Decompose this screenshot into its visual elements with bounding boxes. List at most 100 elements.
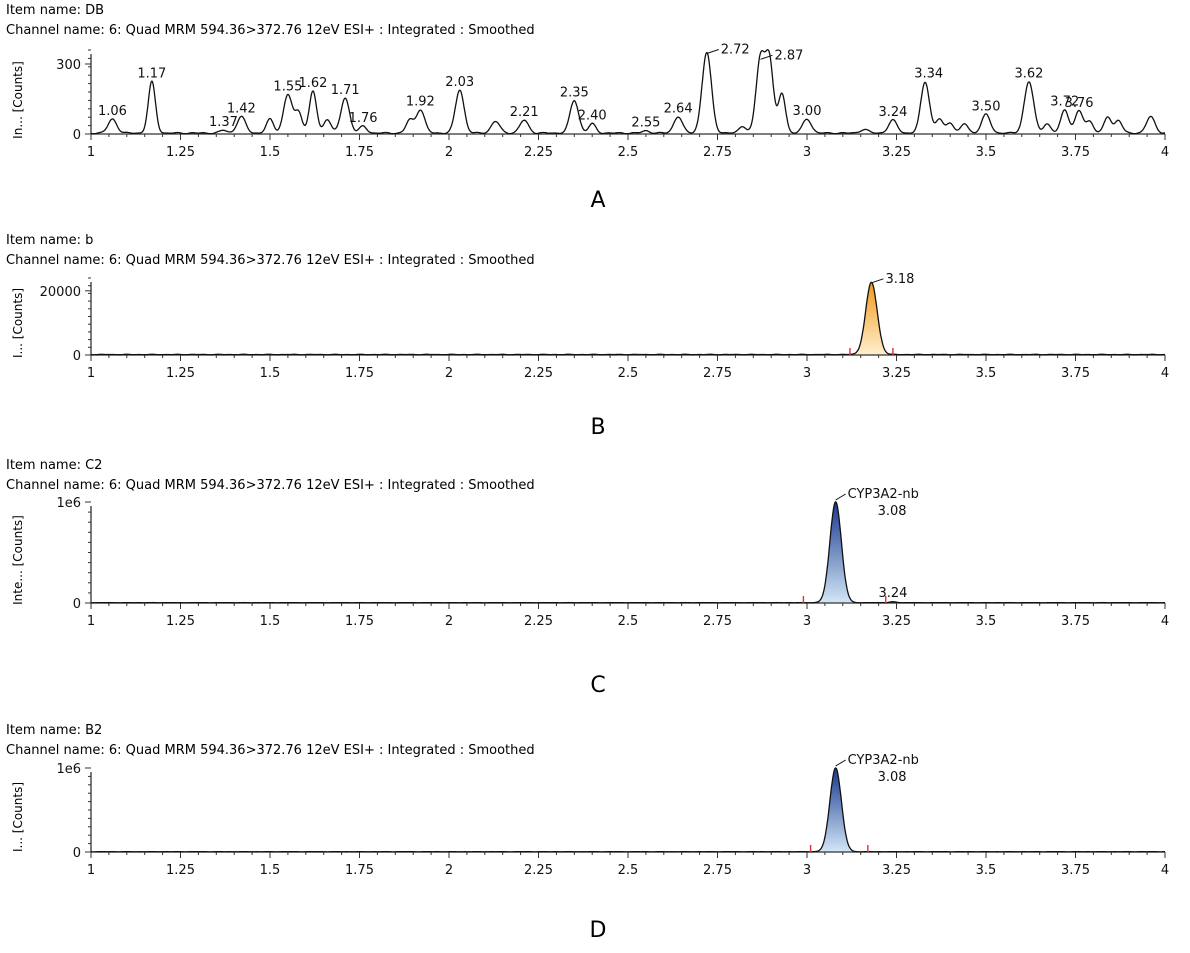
peak-label: 3.00 xyxy=(793,104,822,119)
x-tick-label: 3.5 xyxy=(976,366,997,381)
peak-label: 2.55 xyxy=(631,116,660,131)
x-tick-label: 4 xyxy=(1161,614,1169,629)
peak-label-leader xyxy=(871,278,884,284)
peak-rt-label: 3.08 xyxy=(878,770,907,785)
x-tick-label: 2.25 xyxy=(524,145,553,160)
x-tick-label: 3.25 xyxy=(882,145,911,160)
peak-area-fill xyxy=(803,501,886,603)
peak-label: 1.17 xyxy=(137,67,166,82)
item-name: Item name: b xyxy=(6,233,93,248)
peak-label: 3.76 xyxy=(1065,96,1094,111)
peak-label: 1.62 xyxy=(298,76,327,91)
y-tick-label: 0 xyxy=(73,846,81,861)
peak-label: 2.03 xyxy=(445,75,474,90)
x-tick-label: 1.25 xyxy=(166,366,195,381)
peak-label-leader xyxy=(835,759,846,767)
y-axis-label: In... [Counts] xyxy=(11,61,25,139)
x-tick-label: 1.75 xyxy=(345,863,374,878)
y-tick-label: 1e6 xyxy=(56,496,81,511)
x-tick-label: 1 xyxy=(87,863,95,878)
x-tick-label: 3 xyxy=(803,614,811,629)
x-tick-label: 3.5 xyxy=(976,614,997,629)
x-tick-label: 2 xyxy=(445,145,453,160)
peak-label: 1.55 xyxy=(273,80,302,95)
x-tick-label: 4 xyxy=(1161,145,1169,160)
peak-label-leader xyxy=(835,493,846,501)
x-tick-label: 2.25 xyxy=(524,863,553,878)
channel-name: Channel name: 6: Quad MRM 594.36>372.76 … xyxy=(6,478,535,493)
panel-letter: C xyxy=(590,673,605,698)
peak-label: 1.71 xyxy=(331,83,360,98)
x-tick-label: 3.25 xyxy=(882,863,911,878)
panel-b: Item name: b Channel name: 6: Quad MRM 5… xyxy=(6,233,1169,440)
x-tick-label: 3.5 xyxy=(976,145,997,160)
peak-label: 3.24 xyxy=(878,105,907,120)
x-tick-label: 1 xyxy=(87,145,95,160)
x-tick-label: 2.75 xyxy=(703,863,732,878)
peak-label: 2.40 xyxy=(578,109,607,124)
panel-letter: D xyxy=(590,918,607,943)
peak-label-leader xyxy=(706,49,719,54)
y-tick-label: 20000 xyxy=(40,285,81,300)
channel-name: Channel name: 6: Quad MRM 594.36>372.76 … xyxy=(6,253,535,268)
channel-name: Channel name: 6: Quad MRM 594.36>372.76 … xyxy=(6,743,535,758)
plot-area: 1 1.25 1.5 1.75 2 2.25 2.5 2.75 3 3.25 3.5 3.75 4 0 1e… xyxy=(56,753,1169,878)
peak-label: 2.35 xyxy=(560,85,589,100)
x-tick-label: 1.75 xyxy=(345,366,374,381)
peak-label: 1.92 xyxy=(406,95,435,110)
peak-name-label: CYP3A2-nb xyxy=(848,753,919,768)
x-tick-label: 1.75 xyxy=(345,145,374,160)
peak-label-leader xyxy=(760,54,773,60)
panel-letter: B xyxy=(590,415,605,440)
x-tick-label: 2.75 xyxy=(703,614,732,629)
x-tick-label: 2.75 xyxy=(703,366,732,381)
x-tick-label: 1.5 xyxy=(260,614,281,629)
plot-area: 1 1.25 1.5 1.75 2 2.25 2.5 2.75 3 3.25 3.5 3.75 4 0 20… xyxy=(40,272,1170,381)
x-tick-label: 1.25 xyxy=(166,145,195,160)
plot-area: 1 1.25 1.5 1.75 2 2.25 2.5 2.75 3 3.25 3.5 3.75 4 0 1e… xyxy=(56,487,1169,629)
x-tick-label: 3 xyxy=(803,366,811,381)
y-axis-label: I... [Counts] xyxy=(11,782,25,852)
peak-label: 3.18 xyxy=(885,272,914,287)
x-tick-label: 2.25 xyxy=(524,366,553,381)
peak-label: 3.50 xyxy=(972,99,1001,114)
panel-d: Item name: B2 Channel name: 6: Quad MRM … xyxy=(6,723,1169,943)
x-tick-label: 3 xyxy=(803,863,811,878)
peak-label: 2.21 xyxy=(510,105,539,120)
x-tick-label: 3.25 xyxy=(882,366,911,381)
x-tick-label: 3.75 xyxy=(1061,145,1090,160)
item-name: Item name: DB xyxy=(6,3,104,18)
x-tick-label: 1.5 xyxy=(260,145,281,160)
y-tick-label: 300 xyxy=(56,58,81,73)
y-axis-label: Inte... [Counts] xyxy=(11,515,25,605)
peak-area-fill xyxy=(810,767,868,852)
peak-label: 1.06 xyxy=(98,104,127,119)
peak-label: 3.34 xyxy=(914,67,943,82)
x-tick-label: 1.75 xyxy=(345,614,374,629)
panel-letter: A xyxy=(590,188,605,213)
channel-name: Channel name: 6: Quad MRM 594.36>372.76 … xyxy=(6,23,535,38)
x-tick-label: 2.5 xyxy=(618,614,639,629)
item-name: Item name: C2 xyxy=(6,458,102,473)
x-tick-label: 2.75 xyxy=(703,145,732,160)
x-tick-label: 2 xyxy=(445,863,453,878)
y-axis-label: I... [Counts] xyxy=(11,288,25,358)
peak-area-fill xyxy=(850,282,893,355)
x-tick-label: 1.5 xyxy=(260,863,281,878)
x-tick-label: 2 xyxy=(445,366,453,381)
x-tick-label: 1.5 xyxy=(260,366,281,381)
x-tick-label: 3.5 xyxy=(976,863,997,878)
peak-label: 3.24 xyxy=(878,586,907,601)
x-tick-label: 1 xyxy=(87,366,95,381)
peak-label: 2.87 xyxy=(774,48,803,63)
peak-label: 1.37 xyxy=(209,115,238,130)
peak-label: 3.62 xyxy=(1014,67,1043,82)
plot-area: 1 1.25 1.5 1.75 2 2.25 2.5 2.75 3 3.25 3.5 3.75 4 0 30… xyxy=(56,43,1169,161)
chromatogram-trace xyxy=(91,767,1165,853)
chromatogram-trace xyxy=(90,49,1166,135)
y-tick-label: 0 xyxy=(73,597,81,612)
y-tick-label: 0 xyxy=(73,128,81,143)
x-tick-label: 2 xyxy=(445,614,453,629)
x-tick-label: 3.75 xyxy=(1061,614,1090,629)
